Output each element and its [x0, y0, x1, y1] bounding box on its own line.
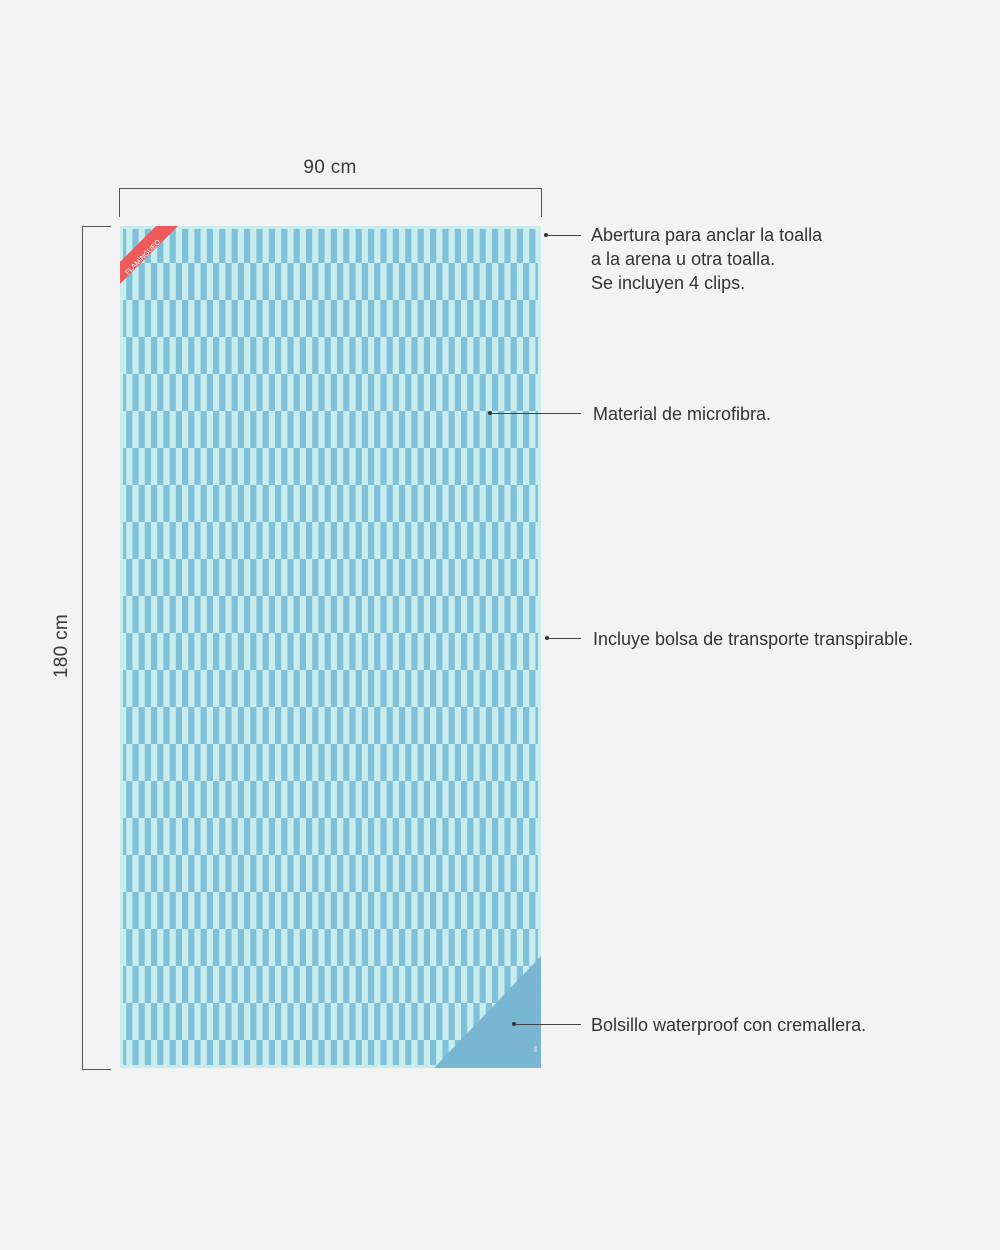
height-dimension-bracket — [82, 226, 111, 1070]
anchor-point-dot — [544, 233, 548, 237]
pocket-leader-line — [516, 1024, 581, 1025]
pocket — [434, 956, 541, 1068]
annotation-line: Abertura para anclar la toalla — [591, 225, 823, 245]
checker-stripe-pattern — [120, 226, 541, 1068]
bag-point-dot — [545, 636, 549, 640]
bag-leader-line — [549, 638, 581, 639]
microfiber-point-dot — [488, 411, 492, 415]
height-dimension-label: 180 cm — [51, 613, 72, 679]
anchor-annotation: Abertura para anclar la toalla a la aren… — [591, 223, 822, 295]
microfiber-leader-line — [492, 413, 581, 414]
microfiber-annotation: Material de microfibra. — [593, 404, 772, 424]
annotation-line: a la arena u otra toalla. — [591, 249, 776, 269]
pocket-point-dot — [512, 1022, 516, 1026]
annotation-line: Se incluyen 4 clips. — [591, 273, 746, 293]
width-dimension-label: 90 cm — [303, 157, 357, 178]
towel-illustration: FLAMINGUEO — [120, 226, 541, 1068]
width-dimension-bracket — [119, 188, 542, 217]
bag-annotation: Incluye bolsa de transporte transpirable… — [593, 629, 914, 649]
pocket-annotation: Bolsillo waterproof con cremallera. — [591, 1015, 867, 1035]
anchor-leader-line — [548, 235, 581, 236]
